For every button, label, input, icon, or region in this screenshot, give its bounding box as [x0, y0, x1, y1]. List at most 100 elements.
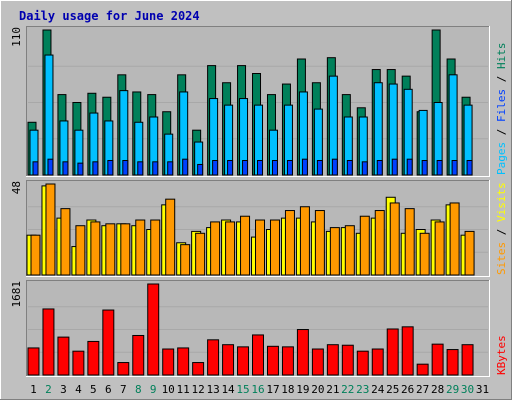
day-label-10: 10 [162, 383, 175, 396]
bar-pages-day-10 [167, 161, 174, 176]
bar-pages-day-4 [77, 162, 84, 176]
legend-separator: / [495, 222, 508, 242]
bar-kbytes-day-11 [177, 347, 190, 376]
day-label-25: 25 [386, 383, 399, 396]
bar-sites-day-11 [180, 244, 191, 276]
bar-kbytes-day-14 [222, 344, 235, 376]
bar-kbytes-day-8 [132, 334, 145, 376]
bar-sites-day-28 [434, 221, 445, 276]
bar-kbytes-day-25 [386, 328, 399, 376]
bar-kbytes-day-3 [57, 336, 70, 376]
bar-sites-day-5 [90, 221, 101, 276]
bar-pages-day-27 [421, 160, 428, 176]
bar-pages-day-8 [137, 161, 144, 176]
day-label-11: 11 [177, 383, 190, 396]
bar-pages-day-14 [227, 160, 234, 176]
bar-kbytes-day-20 [311, 348, 324, 376]
day-label-13: 13 [206, 383, 219, 396]
bar-pages-day-9 [152, 161, 159, 176]
bar-sites-day-8 [135, 219, 146, 276]
bar-pages-day-6 [107, 160, 114, 176]
bar-pages-day-24 [376, 160, 383, 176]
bar-sites-day-25 [389, 202, 400, 276]
bar-sites-day-27 [419, 232, 430, 276]
bar-kbytes-day-18 [281, 346, 294, 376]
legend-entry-sites: Sites [495, 242, 508, 275]
bar-pages-day-13 [212, 160, 219, 176]
legend-entry-hits: Hits [495, 43, 508, 70]
bar-sites-day-20 [314, 210, 325, 276]
bar-kbytes-day-28 [431, 343, 444, 376]
day-label-26: 26 [401, 383, 414, 396]
bar-kbytes-day-12 [192, 362, 205, 376]
day-label-30: 30 [461, 383, 474, 396]
day-label-23: 23 [356, 383, 369, 396]
day-label-29: 29 [446, 383, 459, 396]
bar-sites-day-19 [299, 206, 310, 276]
bar-sites-day-16 [255, 219, 266, 276]
chart-panels: 110 Pages / Files / Hits 48 Sites / Visits 1… [10, 26, 508, 377]
bar-kbytes-day-5 [87, 340, 100, 376]
day-label-16: 16 [251, 383, 264, 396]
day-label-18: 18 [281, 383, 294, 396]
bar-pages-day-30 [466, 160, 473, 176]
bar-kbytes-day-16 [252, 334, 264, 376]
bar-pages-day-26 [406, 158, 413, 176]
bar-sites-day-7 [120, 223, 131, 276]
bar-pages-day-12 [197, 163, 204, 176]
bar-sites-day-1 [30, 234, 41, 276]
day-label-15: 15 [236, 383, 249, 396]
bar-kbytes-day-24 [371, 348, 384, 376]
bar-pages-day-18 [286, 160, 293, 176]
day-label-19: 19 [296, 383, 309, 396]
bar-pages-day-29 [451, 160, 458, 176]
bar-kbytes-day-6 [102, 309, 115, 376]
legend-entry-kbytes: KBytes [495, 335, 508, 375]
bar-sites-day-21 [329, 227, 340, 276]
bar-kbytes-day-9 [147, 283, 160, 376]
bar-kbytes-day-13 [207, 339, 220, 376]
panel-legend: KBytes [495, 335, 508, 375]
bar-pages-day-3 [62, 161, 69, 176]
legend-entry-visits: Visits [495, 182, 508, 222]
day-label-6: 6 [105, 383, 112, 396]
day-label-31: 31 [476, 383, 489, 396]
legend-entry-pages: Pages [495, 142, 508, 175]
bar-pages-day-23 [361, 161, 368, 176]
panel-legend: Pages / Files / Hits [495, 43, 508, 176]
legend-separator: / [495, 69, 508, 89]
bar-pages-day-2 [47, 158, 54, 176]
bar-pages-day-7 [122, 160, 129, 176]
bar-sites-day-17 [269, 219, 280, 276]
day-label-1: 1 [30, 383, 37, 396]
panel-max-label: 48 [10, 181, 23, 194]
bar-pages-day-20 [316, 160, 323, 176]
day-label-9: 9 [150, 383, 157, 396]
day-label-2: 2 [45, 383, 52, 396]
legend-entry-files: Files [495, 89, 508, 122]
bar-files-day-29 [448, 74, 458, 176]
day-label-21: 21 [326, 383, 339, 396]
panel-kbytes: 1681 KBytes [10, 280, 508, 377]
day-label-4: 4 [75, 383, 82, 396]
bar-pages-day-25 [391, 158, 398, 176]
bar-pages-day-16 [257, 160, 264, 176]
bar-pages-day-28 [436, 160, 443, 176]
bar-kbytes-day-19 [296, 329, 309, 376]
day-label-17: 17 [266, 383, 279, 396]
bar-kbytes-day-4 [72, 350, 85, 376]
bar-sites-day-6 [105, 223, 116, 276]
legend-separator: / [495, 122, 508, 142]
bar-kbytes-day-30 [461, 344, 474, 376]
bar-kbytes-day-2 [42, 308, 55, 376]
bar-pages-day-1 [32, 161, 39, 176]
bar-pages-day-21 [331, 158, 338, 176]
bar-pages-day-19 [301, 158, 308, 176]
bar-sites-day-18 [284, 210, 295, 276]
day-label-22: 22 [341, 383, 354, 396]
day-label-12: 12 [192, 383, 205, 396]
panel-legend: Sites / Visits [495, 182, 508, 275]
bar-sites-day-14 [225, 221, 236, 276]
bar-kbytes-day-1 [27, 347, 40, 376]
